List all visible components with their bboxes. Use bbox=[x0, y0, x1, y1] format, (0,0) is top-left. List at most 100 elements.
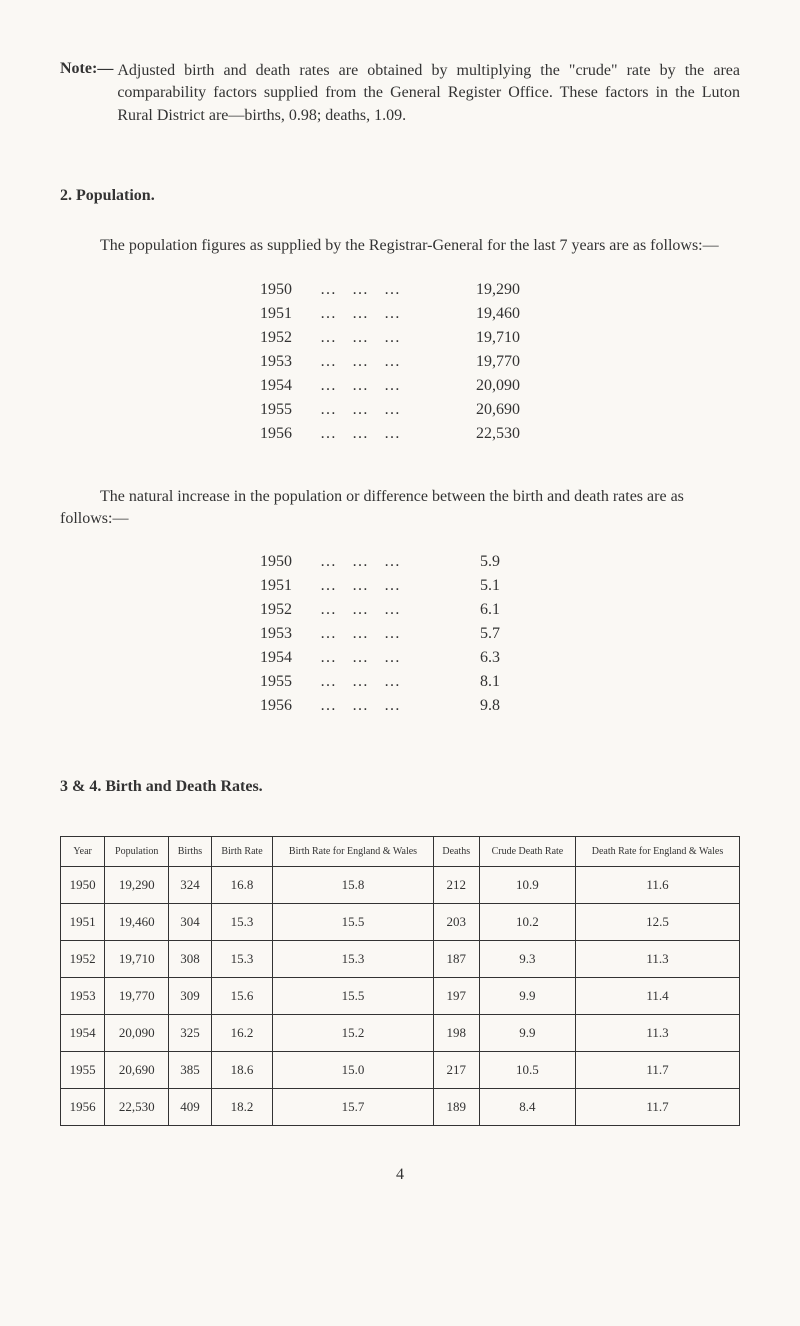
year-cell: 1952 bbox=[260, 326, 320, 350]
year-row: 1956… … …9.8 bbox=[260, 694, 740, 718]
table-cell: 19,710 bbox=[105, 941, 169, 978]
value-cell: 20,690 bbox=[440, 398, 520, 422]
table-header-cell: Birth Rate for England & Wales bbox=[273, 837, 433, 867]
table-cell: 9.9 bbox=[479, 978, 575, 1015]
table-cell: 1956 bbox=[61, 1089, 105, 1126]
table-row: 195622,53040918.215.71898.411.7 bbox=[61, 1089, 740, 1126]
year-cell: 1954 bbox=[260, 374, 320, 398]
note-text: Adjusted birth and death rates are obtai… bbox=[117, 60, 740, 127]
dots-cell: … … … bbox=[320, 326, 440, 350]
table-cell: 304 bbox=[169, 904, 212, 941]
table-cell: 15.7 bbox=[273, 1089, 433, 1126]
table-cell: 1951 bbox=[61, 904, 105, 941]
year-row: 1956… … …22,530 bbox=[260, 422, 740, 446]
dots-cell: … … … bbox=[320, 350, 440, 374]
table-row: 195319,77030915.615.51979.911.4 bbox=[61, 978, 740, 1015]
table-cell: 1955 bbox=[61, 1052, 105, 1089]
table-cell: 20,690 bbox=[105, 1052, 169, 1089]
table-cell: 1952 bbox=[61, 941, 105, 978]
table-cell: 19,460 bbox=[105, 904, 169, 941]
year-row: 1953… … …19,770 bbox=[260, 350, 740, 374]
birth-death-table-container: YearPopulationBirthsBirth RateBirth Rate… bbox=[60, 836, 740, 1126]
year-row: 1950… … …19,290 bbox=[260, 278, 740, 302]
value-cell: 5.9 bbox=[440, 550, 560, 574]
table-cell: 324 bbox=[169, 867, 212, 904]
table-cell: 212 bbox=[433, 867, 479, 904]
value-cell: 19,460 bbox=[440, 302, 520, 326]
year-row: 1951… … …5.1 bbox=[260, 574, 740, 598]
table-header-cell: Population bbox=[105, 837, 169, 867]
dots-cell: … … … bbox=[320, 670, 440, 694]
year-cell: 1955 bbox=[260, 398, 320, 422]
value-cell: 8.1 bbox=[440, 670, 560, 694]
table-cell: 187 bbox=[433, 941, 479, 978]
table-header-cell: Birth Rate bbox=[211, 837, 273, 867]
table-cell: 15.2 bbox=[273, 1015, 433, 1052]
table-header-cell: Year bbox=[61, 837, 105, 867]
value-cell: 5.1 bbox=[440, 574, 560, 598]
value-cell: 22,530 bbox=[440, 422, 520, 446]
section-2-heading: 2. Population. bbox=[60, 187, 740, 205]
table-cell: 15.3 bbox=[211, 904, 273, 941]
table-cell: 11.6 bbox=[575, 867, 739, 904]
table-cell: 15.6 bbox=[211, 978, 273, 1015]
table-cell: 11.4 bbox=[575, 978, 739, 1015]
table-cell: 15.5 bbox=[273, 978, 433, 1015]
value-cell: 19,710 bbox=[440, 326, 520, 350]
table-cell: 308 bbox=[169, 941, 212, 978]
dots-cell: … … … bbox=[320, 574, 440, 598]
dots-cell: … … … bbox=[320, 398, 440, 422]
year-row: 1952… … …6.1 bbox=[260, 598, 740, 622]
table-row: 195119,46030415.315.520310.212.5 bbox=[61, 904, 740, 941]
table-cell: 10.2 bbox=[479, 904, 575, 941]
table-cell: 1953 bbox=[61, 978, 105, 1015]
table-cell: 198 bbox=[433, 1015, 479, 1052]
table-cell: 15.0 bbox=[273, 1052, 433, 1089]
section-34-heading: 3 & 4. Birth and Death Rates. bbox=[60, 778, 740, 796]
year-cell: 1953 bbox=[260, 350, 320, 374]
birth-death-table: YearPopulationBirthsBirth RateBirth Rate… bbox=[60, 836, 740, 1126]
dots-cell: … … … bbox=[320, 694, 440, 718]
table-cell: 8.4 bbox=[479, 1089, 575, 1126]
table-header-cell: Death Rate for England & Wales bbox=[575, 837, 739, 867]
dots-cell: … … … bbox=[320, 598, 440, 622]
year-cell: 1956 bbox=[260, 694, 320, 718]
natural-increase-intro: The natural increase in the population o… bbox=[60, 486, 740, 531]
section-2-intro: The population figures as supplied by th… bbox=[60, 235, 740, 257]
year-cell: 1950 bbox=[260, 550, 320, 574]
table-cell: 9.3 bbox=[479, 941, 575, 978]
table-row: 195019,29032416.815.821210.911.6 bbox=[61, 867, 740, 904]
year-row: 1954… … …6.3 bbox=[260, 646, 740, 670]
year-cell: 1952 bbox=[260, 598, 320, 622]
table-header-cell: Deaths bbox=[433, 837, 479, 867]
value-cell: 20,090 bbox=[440, 374, 520, 398]
table-cell: 22,530 bbox=[105, 1089, 169, 1126]
table-cell: 409 bbox=[169, 1089, 212, 1126]
year-cell: 1950 bbox=[260, 278, 320, 302]
value-cell: 9.8 bbox=[440, 694, 560, 718]
year-row: 1954… … …20,090 bbox=[260, 374, 740, 398]
table-cell: 10.5 bbox=[479, 1052, 575, 1089]
table-cell: 11.3 bbox=[575, 941, 739, 978]
dots-cell: … … … bbox=[320, 422, 440, 446]
table-row: 195219,71030815.315.31879.311.3 bbox=[61, 941, 740, 978]
dots-cell: … … … bbox=[320, 646, 440, 670]
dots-cell: … … … bbox=[320, 374, 440, 398]
table-cell: 10.9 bbox=[479, 867, 575, 904]
value-cell: 6.1 bbox=[440, 598, 560, 622]
dots-cell: … … … bbox=[320, 302, 440, 326]
year-row: 1950… … …5.9 bbox=[260, 550, 740, 574]
value-cell: 19,770 bbox=[440, 350, 520, 374]
year-cell: 1953 bbox=[260, 622, 320, 646]
dots-cell: … … … bbox=[320, 622, 440, 646]
year-cell: 1955 bbox=[260, 670, 320, 694]
year-cell: 1954 bbox=[260, 646, 320, 670]
dots-cell: … … … bbox=[320, 278, 440, 302]
table-header-cell: Births bbox=[169, 837, 212, 867]
table-cell: 217 bbox=[433, 1052, 479, 1089]
table-cell: 309 bbox=[169, 978, 212, 1015]
table-cell: 15.3 bbox=[273, 941, 433, 978]
table-cell: 18.2 bbox=[211, 1089, 273, 1126]
year-row: 1953… … …5.7 bbox=[260, 622, 740, 646]
value-cell: 5.7 bbox=[440, 622, 560, 646]
